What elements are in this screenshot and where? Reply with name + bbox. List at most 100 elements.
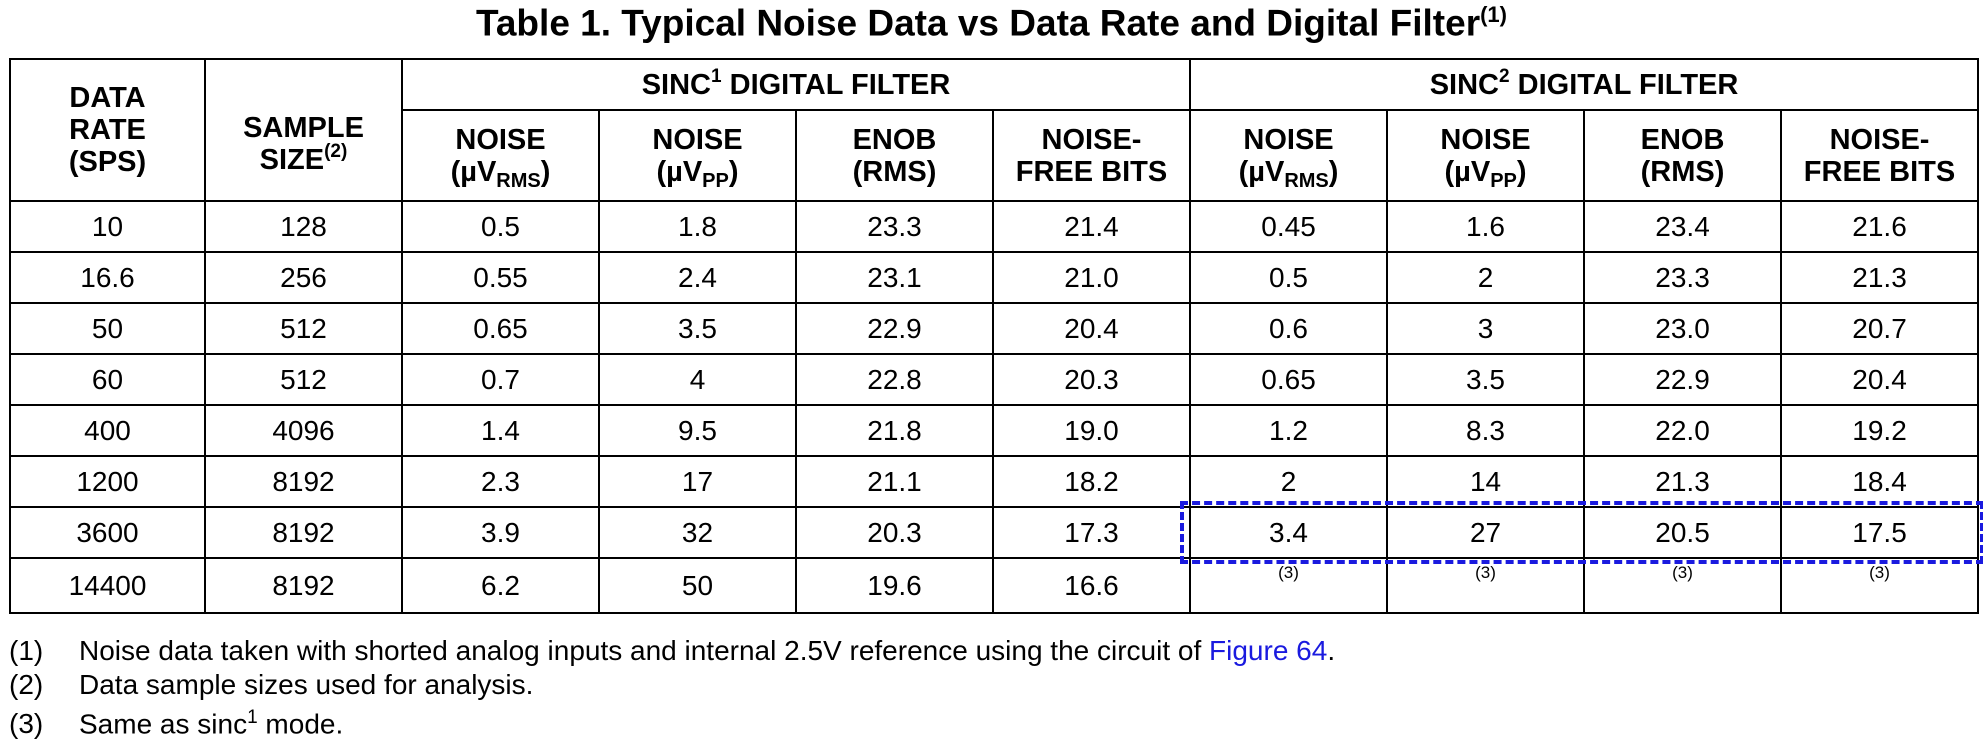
header-line: (RMS) [852,155,937,188]
group-text: DIGITAL FILTER [721,68,951,101]
footnotes: (1) Noise data taken with shorted analog … [9,634,1335,741]
data-cell: 21.3 [1583,455,1783,508]
column-header: NOISE (µVRMS) [1189,109,1389,202]
footnote-text: Same as sinc [79,708,248,740]
data-cell: 0.5 [1189,251,1389,304]
data-cell: 1.2 [1189,404,1389,457]
column-header: ENOB (RMS) [795,109,994,202]
header-line: (µVPP) [656,155,739,192]
data-cell: 0.7 [401,353,600,406]
header-line: DATA [69,82,146,114]
column-header: NOISE- FREE BITS [1780,109,1980,202]
header-cell: SAMPLE SIZE(2) [204,58,403,202]
footnote: (1) Noise data taken with shorted analog … [9,634,1335,668]
data-cell: (3) [1583,557,1783,614]
footnote-sup: 1 [247,707,258,728]
data-cell: 0.45 [1189,200,1389,253]
data-row: 60 512 0.7 4 22.8 20.3 0.65 3.5 22.9 20.4 [9,353,1980,406]
header-line: NOISE- [1041,123,1142,156]
data-cell: 8192 [204,557,403,614]
data-cell: 2 [1189,455,1389,508]
header-line: SIZE(2) [259,141,348,176]
header-line: NOISE [652,123,743,156]
header-line: FREE BITS [1803,155,1956,188]
data-cell: 20.4 [1780,353,1980,406]
header-line: RATE [69,114,146,146]
data-cell: 2.3 [401,455,600,508]
data-row: 3600 8192 3.9 32 20.3 17.3 3.4 27 20.5 17.5 [9,506,1980,559]
footnote-mark: (1) [9,635,44,666]
group-header: SINC2 DIGITAL FILTER [1189,58,1980,111]
data-cell: 4096 [204,404,403,457]
column-header: NOISE (µVRMS) [401,109,600,202]
header-text: ) [728,155,739,188]
group-text: DIGITAL FILTER [1509,68,1739,101]
data-cell: 17.3 [991,506,1192,559]
header-text: ) [1328,155,1339,188]
title-text: Table 1. Typical Noise Data vs Data Rate… [476,2,1481,44]
footnote: (2) Data sample sizes used for analysis. [9,668,1335,702]
data-cell: 21.1 [795,455,994,508]
data-cell: 3.5 [598,302,797,355]
header-line: (µVRMS) [1238,155,1339,192]
data-cell: 1.8 [598,200,797,253]
header-line: NOISE [455,123,546,156]
data-cell: 0.5 [401,200,600,253]
data-cell: 23.3 [795,200,994,253]
header-line: FREE BITS [1015,155,1168,188]
footnote-text: mode. [257,708,344,740]
footnote-text: Noise data taken with shorted analog inp… [79,635,1210,666]
column-header: NOISE- FREE BITS [991,109,1192,202]
header-sub: PP [702,169,729,192]
data-cell: 3.9 [401,506,600,559]
data-cell: 23.0 [1583,302,1783,355]
header-line: (RMS) [1640,155,1725,188]
data-cell: 1.6 [1386,200,1586,253]
figure-link[interactable]: Figure 64 [1209,635,1328,666]
data-cell: 50 [9,302,206,355]
data-cell: 20.3 [991,353,1192,406]
data-cell: 1200 [9,455,206,508]
footnote-text: Data sample sizes used for analysis. [79,668,534,700]
header-line: ENOB [852,123,937,156]
data-cell: 3 [1386,302,1586,355]
header-text: ) [1516,155,1527,188]
data-cell: 22.0 [1583,404,1783,457]
data-cell: 0.55 [401,251,600,304]
title-note: (1) [1480,2,1507,27]
group-sup: 1 [710,65,722,87]
data-cell: 8192 [204,455,403,508]
data-cell: 23.4 [1583,200,1783,253]
header-line: NOISE [1243,123,1334,156]
header-cell: DATA RATE (SPS) [9,58,206,202]
data-cell: 3.5 [1386,353,1586,406]
header-line: (SPS) [68,146,147,178]
data-cell: 3600 [9,506,206,559]
footnote-mark: (2) [9,668,44,700]
header-line: ENOB [1640,123,1725,156]
data-cell: (3) [1780,557,1980,614]
data-cell: 21.6 [1780,200,1980,253]
data-cell: 21.8 [795,404,994,457]
data-cell: 19.6 [795,557,994,614]
data-cell: 512 [204,353,403,406]
data-cell: 8192 [204,506,403,559]
data-cell: 16.6 [9,251,206,304]
data-cell: 128 [204,200,403,253]
data-cell: 21.4 [991,200,1192,253]
data-cell: 2 [1386,251,1586,304]
data-cell: 0.65 [401,302,600,355]
data-cell: 0.65 [1189,353,1389,406]
data-cell: 1.4 [401,404,600,457]
header-sub: PP [1490,169,1517,192]
header-line: SAMPLE [243,112,364,144]
data-cell: 27 [1386,506,1586,559]
header-row: DATA RATE (SPS) SAMPLE SIZE(2) SINC1 DIGITAL … [9,58,1980,202]
header-note: (2) [324,141,348,162]
data-cell: 19.0 [991,404,1192,457]
data-cell: 23.1 [795,251,994,304]
data-cell: 19.2 [1780,404,1980,457]
data-cell: 9.5 [598,404,797,457]
group-text: SINC [641,68,711,101]
header-line: (µVRMS) [450,155,551,192]
